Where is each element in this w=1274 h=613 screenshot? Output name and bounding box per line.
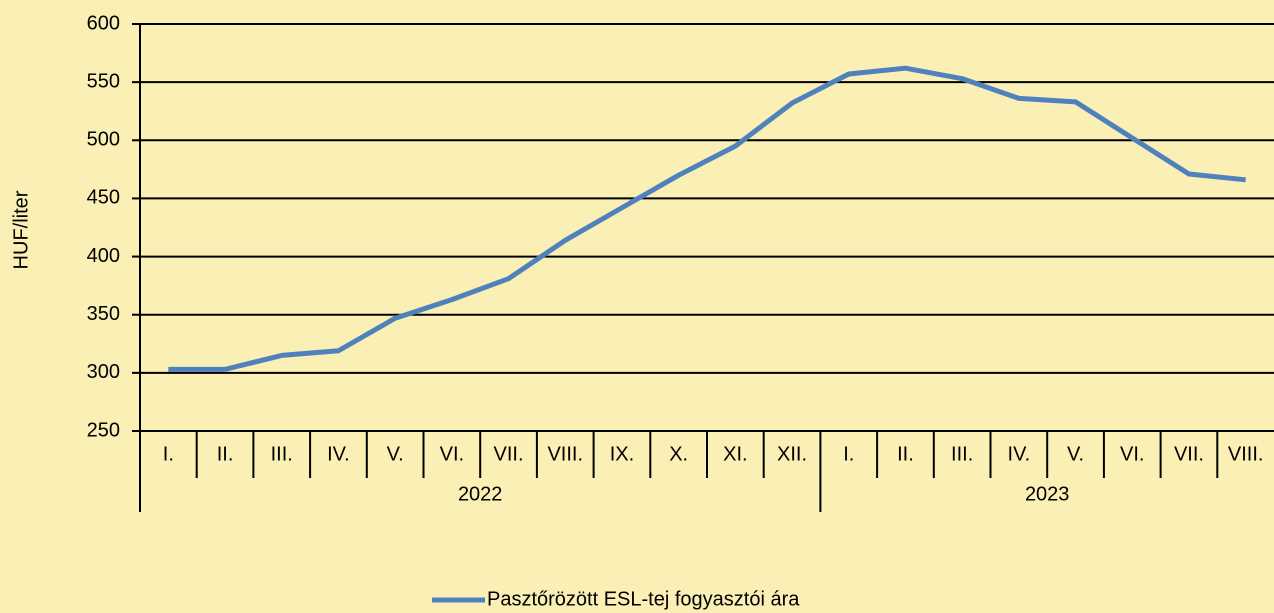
x-tick-label: VIII. [547,443,583,465]
x-tick-label: VII. [1174,443,1204,465]
x-tick-label: VIII. [1228,443,1264,465]
x-tick-label: VI. [440,443,464,465]
y-tick-label: 250 [87,419,120,441]
y-tick-label: 600 [87,12,120,34]
x-tick-label: VII. [494,443,524,465]
x-tick-label: I. [843,443,854,465]
group-label: 2023 [1025,483,1070,505]
y-tick-label: 400 [87,245,120,267]
y-tick-label: 450 [87,187,120,209]
y-tick-label: 550 [87,70,120,92]
x-tick-label: X. [669,443,688,465]
x-tick-label: VI. [1120,443,1144,465]
x-tick-label: IV. [1008,443,1031,465]
x-tick-label: V. [1067,443,1084,465]
x-tick-label: III. [271,443,293,465]
y-tick-label: 300 [87,361,120,383]
x-tick-label: II. [897,443,914,465]
legend-label: Pasztőrözött ESL-tej fogyasztói ára [487,588,800,610]
x-tick-label: III. [951,443,973,465]
x-tick-label: XI. [723,443,747,465]
x-tick-label: IX. [610,443,634,465]
y-axis-label: HUF/liter [10,190,32,269]
y-tick-label: 500 [87,129,120,151]
y-tick-label: 350 [87,303,120,325]
x-tick-label: XII. [777,443,807,465]
x-tick-label: II. [217,443,234,465]
x-tick-label: IV. [327,443,350,465]
line-series [168,65,1246,372]
x-tick-label: I. [163,443,174,465]
group-label: 2022 [458,483,503,505]
x-tick-label: V. [387,443,404,465]
